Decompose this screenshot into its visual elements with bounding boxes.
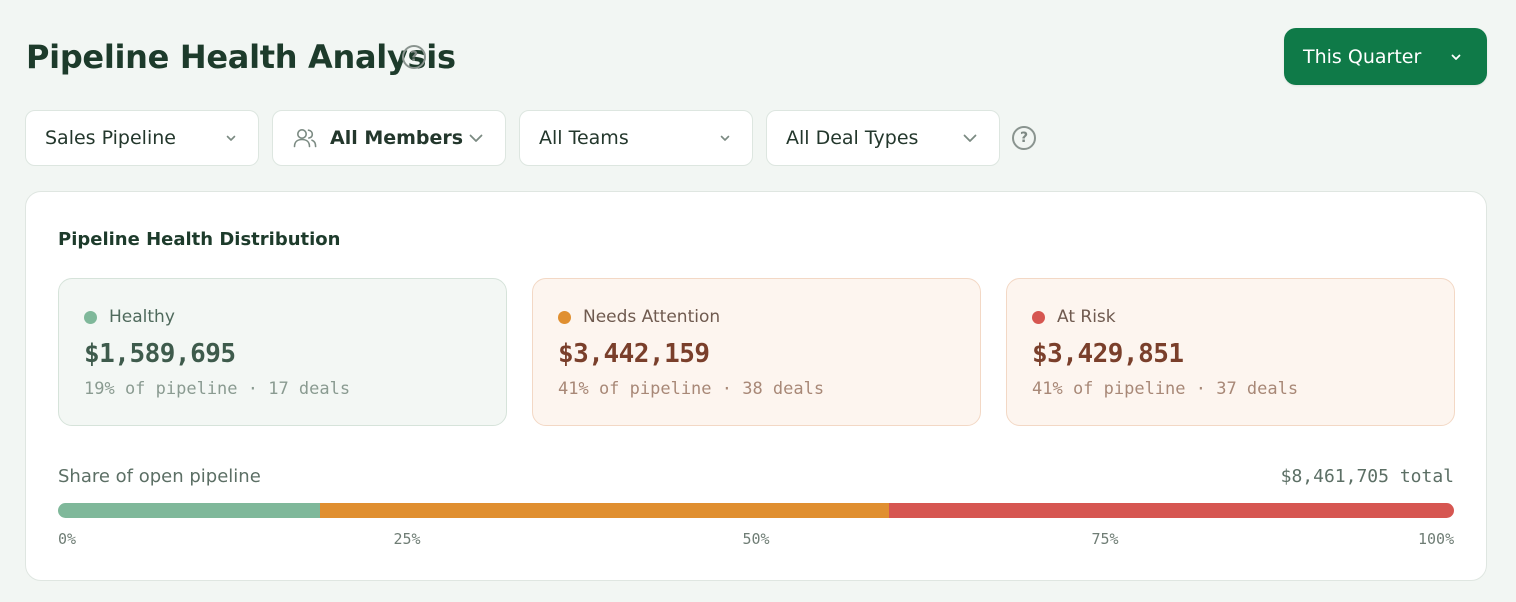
stat-subtext: 41% of pipeline · 37 deals: [1032, 379, 1299, 399]
share-axis-tick: 50%: [742, 530, 770, 548]
share-axis-tick: 0%: [58, 530, 77, 548]
chevron-down-icon: [961, 129, 979, 147]
pipeline-health-card: Pipeline Health Distribution Healthy $1,…: [25, 191, 1487, 581]
pipeline-total: $8,461,705 total: [1280, 466, 1454, 487]
share-axis-tick: 25%: [393, 530, 421, 548]
status-dot: [558, 310, 571, 324]
period-select-button[interactable]: This Quarter: [1284, 28, 1487, 85]
share-label: Share of open pipeline: [58, 466, 261, 487]
chevron-down-icon: [718, 131, 732, 145]
card-title: Pipeline Health Distribution: [58, 229, 341, 250]
stat-value: $3,429,851: [1032, 339, 1184, 369]
share-axis-tick: 100%: [1418, 530, 1455, 548]
share-bar: [58, 503, 1454, 518]
share-axis: 0% 25% 50% 75% 100%: [58, 530, 1454, 550]
filter-label: All Deal Types: [786, 127, 919, 149]
share-bar-segment: [320, 503, 889, 518]
users-icon: [292, 126, 318, 150]
stat-subtext: 41% of pipeline · 38 deals: [558, 379, 825, 399]
members-filter[interactable]: All Members: [272, 110, 506, 166]
stat-needs-attention: Needs Attention $3,442,159 41% of pipeli…: [532, 278, 981, 426]
stat-value: $3,442,159: [558, 339, 710, 369]
share-bar-segment: [58, 503, 321, 518]
stat-label: Needs Attention: [583, 307, 721, 327]
filter-label: All Members: [330, 127, 464, 149]
pipeline-filter[interactable]: Sales Pipeline: [25, 110, 259, 166]
stat-at-risk: At Risk $3,429,851 41% of pipeline · 37 …: [1006, 278, 1455, 426]
chevron-down-icon: [467, 129, 485, 147]
stat-subtext: 19% of pipeline · 17 deals: [84, 379, 351, 399]
status-dot: [84, 310, 97, 324]
stat-label: Healthy: [109, 307, 175, 327]
filters-help-icon[interactable]: ?: [1012, 126, 1036, 150]
share-axis-tick: 75%: [1091, 530, 1119, 548]
chevron-down-icon: [1449, 50, 1463, 64]
stat-healthy: Healthy $1,589,695 19% of pipeline · 17 …: [58, 278, 507, 426]
help-icon[interactable]: ?: [402, 45, 426, 69]
stat-value: $1,589,695: [84, 339, 236, 369]
filter-label: Sales Pipeline: [45, 127, 176, 149]
share-bar-segment: [888, 503, 1454, 518]
filter-label: All Teams: [539, 127, 629, 149]
status-dot: [1032, 310, 1045, 324]
period-label: This Quarter: [1303, 45, 1422, 68]
deal-types-filter[interactable]: All Deal Types: [766, 110, 1000, 166]
teams-filter[interactable]: All Teams: [519, 110, 753, 166]
stat-label: At Risk: [1057, 307, 1116, 327]
page-title: Pipeline Health Analysis: [26, 38, 456, 76]
chevron-down-icon: [224, 131, 238, 145]
